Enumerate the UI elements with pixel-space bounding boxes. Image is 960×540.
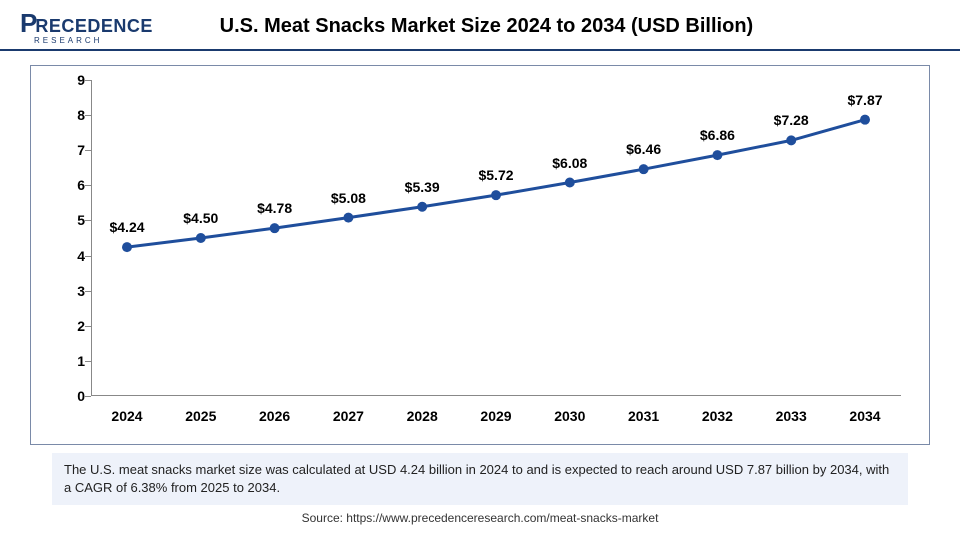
y-tick-mark: [85, 150, 91, 151]
caption-box: The U.S. meat snacks market size was cal…: [52, 453, 908, 505]
logo-text: RECEDENCE: [35, 16, 153, 37]
data-marker: [639, 164, 649, 174]
x-tick-label: 2030: [554, 408, 585, 424]
x-tick-label: 2029: [480, 408, 511, 424]
x-tick-label: 2032: [702, 408, 733, 424]
y-tick-label: 9: [61, 72, 85, 88]
data-label: $4.24: [109, 219, 144, 235]
y-tick-mark: [85, 220, 91, 221]
data-marker: [712, 150, 722, 160]
y-tick-label: 0: [61, 388, 85, 404]
header: P RECEDENCE RESEARCH U.S. Meat Snacks Ma…: [0, 0, 960, 51]
data-label: $7.87: [847, 92, 882, 108]
y-tick-mark: [85, 256, 91, 257]
x-tick-label: 2024: [111, 408, 142, 424]
x-tick-label: 2034: [849, 408, 880, 424]
data-marker: [860, 115, 870, 125]
data-marker: [343, 213, 353, 223]
data-marker: [270, 223, 280, 233]
y-tick-label: 7: [61, 142, 85, 158]
y-tick-mark: [85, 396, 91, 397]
series-line: [127, 120, 865, 247]
x-tick-label: 2026: [259, 408, 290, 424]
y-tick-mark: [85, 291, 91, 292]
x-tick-label: 2025: [185, 408, 216, 424]
data-label: $4.78: [257, 200, 292, 216]
data-label: $7.28: [774, 112, 809, 128]
x-tick-label: 2033: [776, 408, 807, 424]
chart-frame: 0 1 2 3 4 5 6 7 8 9 2024 2025 2026 2027 2028 2029 2030 20…: [30, 65, 930, 445]
chart-title: U.S. Meat Snacks Market Size 2024 to 203…: [153, 15, 940, 38]
x-tick-label: 2027: [333, 408, 364, 424]
caption-text: The U.S. meat snacks market size was cal…: [64, 462, 889, 495]
data-marker: [417, 202, 427, 212]
y-tick-label: 5: [61, 212, 85, 228]
y-tick-mark: [85, 361, 91, 362]
data-label: $4.50: [183, 210, 218, 226]
y-tick-label: 6: [61, 177, 85, 193]
data-marker: [786, 135, 796, 145]
y-tick-label: 1: [61, 353, 85, 369]
data-label: $5.72: [478, 167, 513, 183]
data-marker: [122, 242, 132, 252]
y-tick-mark: [85, 115, 91, 116]
data-label: $6.46: [626, 141, 661, 157]
x-tick-label: 2028: [407, 408, 438, 424]
logo-subtext: RESEARCH: [34, 36, 153, 45]
y-tick-mark: [85, 326, 91, 327]
y-tick-label: 2: [61, 318, 85, 334]
data-marker: [196, 233, 206, 243]
y-tick-label: 8: [61, 107, 85, 123]
data-label: $6.08: [552, 155, 587, 171]
data-marker: [491, 190, 501, 200]
source-text: Source: https://www.precedenceresearch.c…: [0, 511, 960, 525]
y-tick-mark: [85, 80, 91, 81]
x-tick-label: 2031: [628, 408, 659, 424]
data-label: $5.39: [405, 179, 440, 195]
plot-area: 0123456789202420252026202720282029203020…: [91, 80, 901, 396]
y-tick-label: 3: [61, 283, 85, 299]
y-tick-mark: [85, 185, 91, 186]
brand-logo: P RECEDENCE RESEARCH: [20, 8, 153, 45]
data-label: $5.08: [331, 190, 366, 206]
data-marker: [565, 178, 575, 188]
data-label: $6.86: [700, 127, 735, 143]
y-tick-label: 4: [61, 248, 85, 264]
